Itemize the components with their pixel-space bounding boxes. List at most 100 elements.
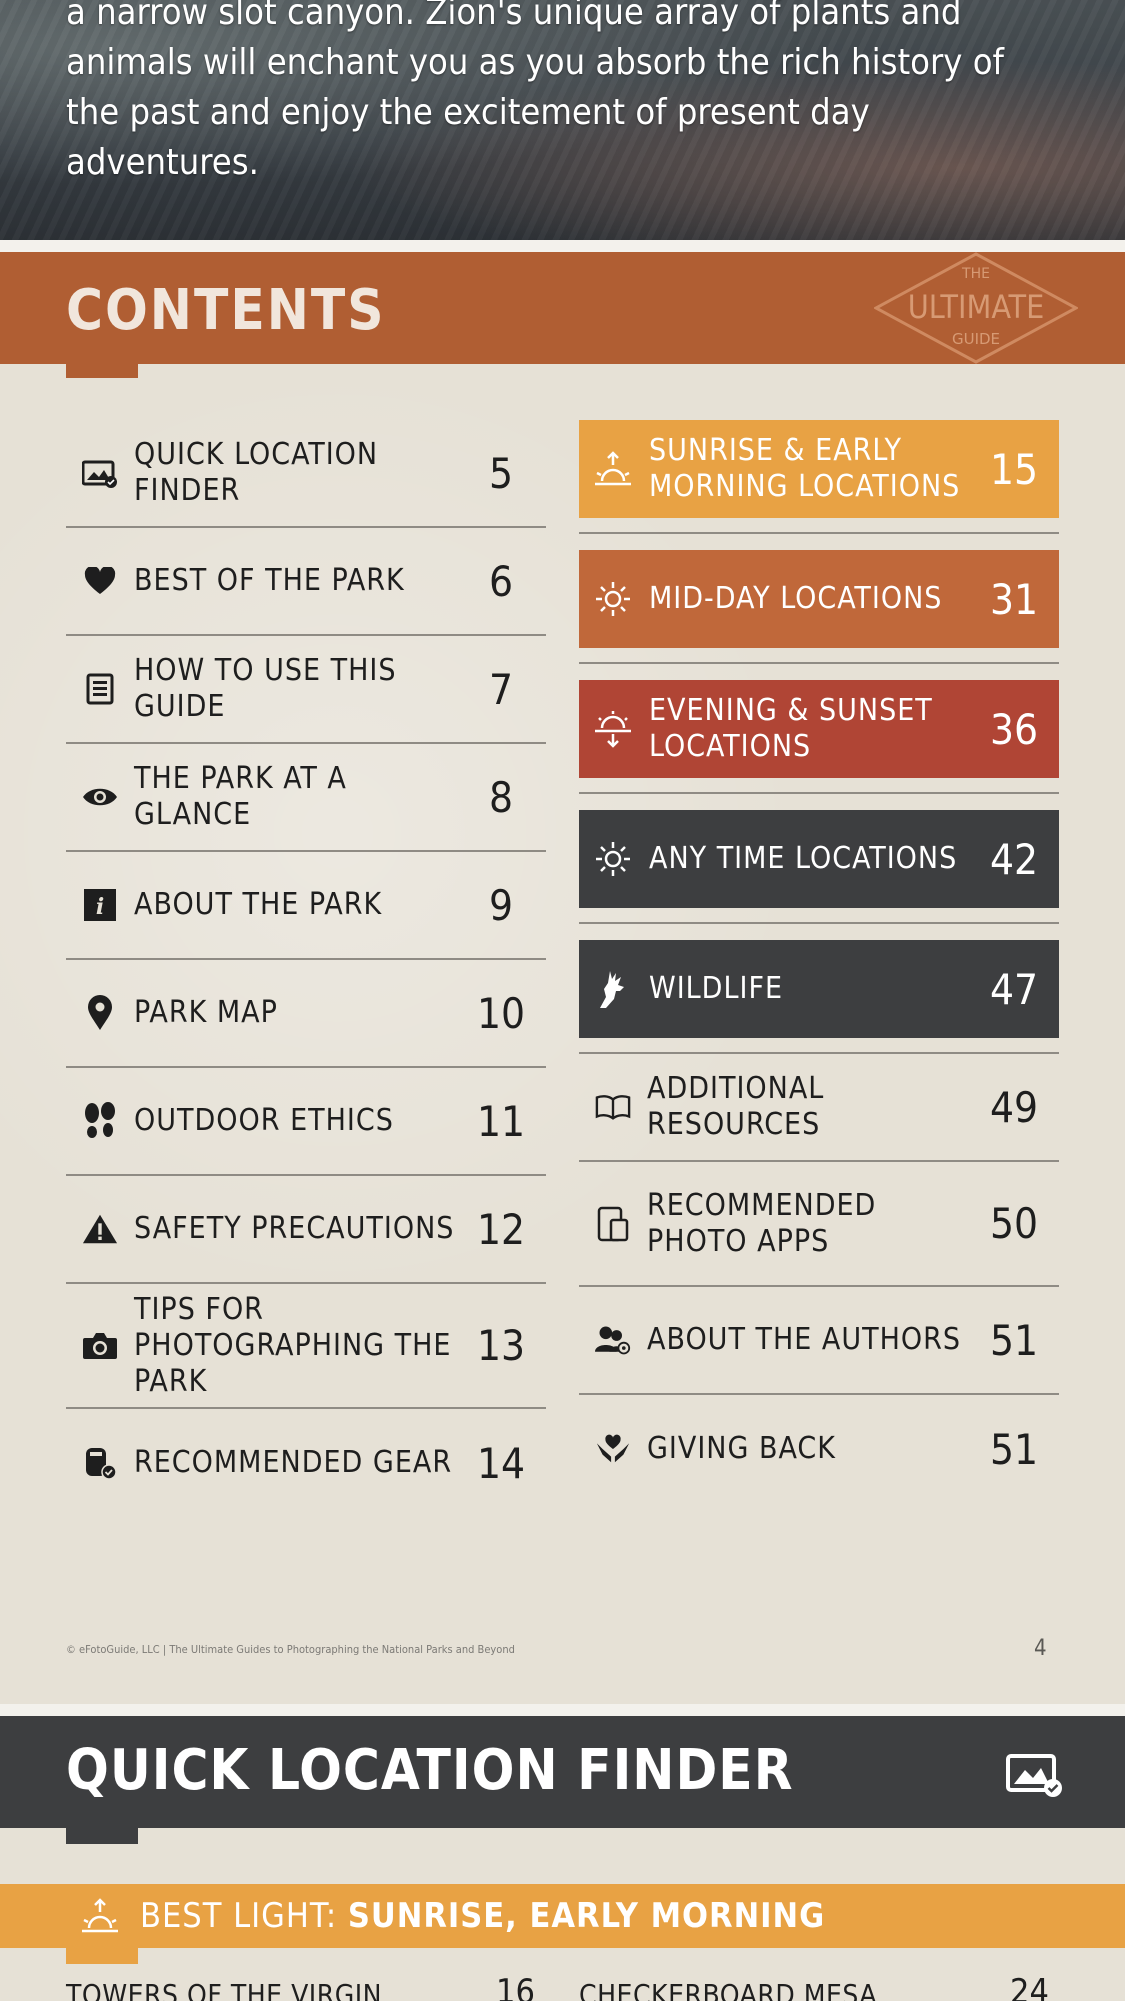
toc-page-number: 12 xyxy=(476,1204,526,1254)
sunset-icon xyxy=(593,709,633,749)
toc-item-park-map[interactable]: PARK MAP 10 xyxy=(66,960,546,1068)
toc-page-number: 13 xyxy=(476,1321,526,1370)
toc-item-about-the-park[interactable]: i ABOUT THE PARK 9 xyxy=(66,852,546,960)
toc-item-additional-resources[interactable]: ADDITIONAL RESOURCES 49 xyxy=(579,1054,1059,1162)
toc-item-safety-precautions[interactable]: SAFETY PRECAUTIONS 12 xyxy=(66,1176,546,1284)
toc-label: HOW TO USE THIS GUIDE xyxy=(134,653,397,724)
toc-label: ADDITIONAL RESOURCES xyxy=(647,1071,825,1142)
toc-item-evening-sunset-locations[interactable]: EVENING & SUNSET LOCATIONS 36 xyxy=(579,680,1059,794)
section-title: QUICK LOCATION FINDER xyxy=(66,1738,794,1803)
heart-icon xyxy=(82,563,118,599)
toc-label: GIVING BACK xyxy=(647,1431,836,1466)
toc-label: THE PARK AT A GLANCE xyxy=(134,761,347,832)
toc-page-number: 49 xyxy=(989,1082,1039,1132)
toc-item-quick-location-finder[interactable]: QUICK LOCATION FINDER 5 xyxy=(66,420,546,528)
toc-label: SUNRISE & EARLY MORNING LOCATIONS xyxy=(649,433,961,504)
deer-icon xyxy=(593,969,633,1009)
toc-page-number: 14 xyxy=(476,1438,526,1488)
document-icon xyxy=(82,671,118,707)
toc-page-number: 6 xyxy=(488,556,514,606)
page-title: CONTENTS xyxy=(66,278,386,343)
toc-item-any-time-locations[interactable]: ANY TIME LOCATIONS 42 xyxy=(579,810,1059,924)
toc-page-number: 51 xyxy=(989,1424,1039,1474)
hands-heart-icon xyxy=(595,1431,631,1467)
divider xyxy=(0,240,1125,252)
best-light-tab xyxy=(66,1948,138,1964)
toc-item-about-the-authors[interactable]: ABOUT THE AUTHORS 51 xyxy=(579,1287,1059,1395)
toc-page-number: 36 xyxy=(989,704,1039,754)
banner-tab xyxy=(66,364,138,378)
warning-icon xyxy=(82,1211,118,1247)
toc-label: MID-DAY LOCATIONS xyxy=(649,581,943,616)
toc-item-recommended-gear[interactable]: RECOMMENDED GEAR 14 xyxy=(66,1409,546,1517)
contents-page: CONTENTS THE ULTIMATE GUIDE QUICK LOCATI… xyxy=(0,252,1125,1704)
toc-item-best-of-the-park[interactable]: BEST OF THE PARK 6 xyxy=(66,528,546,636)
location-page-number: 24 xyxy=(1010,1972,1049,2001)
toc-label: TIPS FOR PHOTOGRAPHING THE PARK xyxy=(134,1291,452,1399)
svg-text:GUIDE: GUIDE xyxy=(952,330,1000,348)
toc-item-sunrise-locations[interactable]: SUNRISE & EARLY MORNING LOCATIONS 15 xyxy=(579,420,1059,534)
footprints-icon xyxy=(82,1102,118,1139)
toc-page-number: 11 xyxy=(476,1096,526,1146)
toc-page-number: 7 xyxy=(488,664,514,714)
toc-item-outdoor-ethics[interactable]: OUTDOOR ETHICS 11 xyxy=(66,1068,546,1176)
toc-item-giving-back[interactable]: GIVING BACK 51 xyxy=(579,1395,1059,1503)
toc-label: BEST OF THE PARK xyxy=(134,563,405,598)
toc-page-number: 8 xyxy=(488,772,514,822)
info-icon: i xyxy=(82,887,118,923)
location-name[interactable]: TOWERS OF THE VIRGIN xyxy=(66,1978,383,2001)
toc-page-number: 15 xyxy=(989,444,1039,494)
banner-tab xyxy=(66,1828,138,1844)
toc-item-wildlife[interactable]: WILDLIFE 47 xyxy=(579,940,1059,1054)
toc-label: SAFETY PRECAUTIONS xyxy=(134,1211,455,1246)
photo-check-icon xyxy=(1006,1754,1062,1797)
quick-location-finder-page: QUICK LOCATION FINDER BEST LIGHT: SUNRIS… xyxy=(0,1716,1125,2001)
photo-check-icon xyxy=(82,455,118,491)
svg-text:THE: THE xyxy=(961,266,990,282)
quick-finder-banner: QUICK LOCATION FINDER xyxy=(0,1716,1125,1828)
toc-label: ABOUT THE AUTHORS xyxy=(647,1322,962,1357)
hero-text: a narrow slot canyon. Zion's unique arra… xyxy=(66,0,1004,183)
toc-label: QUICK LOCATION FINDER xyxy=(134,437,379,508)
toc-label: PARK MAP xyxy=(134,995,278,1030)
toc-page-number: 31 xyxy=(989,574,1039,624)
sunrise-icon xyxy=(82,1898,118,1933)
open-book-icon xyxy=(595,1089,631,1125)
toc-page-number: 10 xyxy=(476,988,526,1038)
copyright-footer: © eFotoGuide, LLC | The Ultimate Guides … xyxy=(66,1643,515,1656)
svg-text:i: i xyxy=(96,894,104,920)
toc-page-number: 42 xyxy=(989,834,1039,884)
best-light-value: SUNRISE, EARLY MORNING xyxy=(347,1896,826,1936)
gear-check-icon xyxy=(82,1445,118,1481)
toc-item-recommended-photo-apps[interactable]: RECOMMENDED PHOTO APPS 50 xyxy=(579,1162,1059,1287)
hero-image: a narrow slot canyon. Zion's unique arra… xyxy=(0,0,1125,240)
toc-label: OUTDOOR ETHICS xyxy=(134,1103,394,1138)
location-page-number: 16 xyxy=(496,1972,535,2001)
toc-page-number: 9 xyxy=(488,880,514,930)
toc-page-number: 5 xyxy=(488,448,514,498)
toc-item-mid-day-locations[interactable]: MID-DAY LOCATIONS 31 xyxy=(579,550,1059,664)
toc-label: ANY TIME LOCATIONS xyxy=(649,841,958,876)
best-light-bar: BEST LIGHT: SUNRISE, EARLY MORNING xyxy=(0,1884,1125,1948)
toc-label: RECOMMENDED PHOTO APPS xyxy=(647,1187,877,1259)
toc-label: RECOMMENDED GEAR xyxy=(134,1445,453,1480)
svg-text:ULTIMATE: ULTIMATE xyxy=(908,288,1045,326)
sun-outline-icon xyxy=(593,839,633,879)
toc-item-how-to-use-this-guide[interactable]: HOW TO USE THIS GUIDE 7 xyxy=(66,636,546,744)
toc-left-column: QUICK LOCATION FINDER 5 BEST OF THE PARK… xyxy=(66,420,546,1517)
location-name[interactable]: CHECKERBOARD MESA xyxy=(579,1978,878,2001)
sun-icon xyxy=(593,579,633,619)
ultimate-guide-logo: THE ULTIMATE GUIDE xyxy=(874,252,1078,364)
map-pin-icon xyxy=(82,995,118,1031)
toc-page-number: 50 xyxy=(989,1199,1039,1248)
toc-item-tips-for-photographing[interactable]: TIPS FOR PHOTOGRAPHING THE PARK 13 xyxy=(66,1284,546,1409)
toc-label: ABOUT THE PARK xyxy=(134,887,383,922)
toc-page-number: 47 xyxy=(989,964,1039,1014)
eye-icon xyxy=(82,779,118,815)
sunrise-icon xyxy=(593,449,633,489)
toc-item-the-park-at-a-glance[interactable]: THE PARK AT A GLANCE 8 xyxy=(66,744,546,852)
toc-label: EVENING & SUNSET LOCATIONS xyxy=(649,693,933,764)
contents-banner: CONTENTS THE ULTIMATE GUIDE xyxy=(0,252,1125,364)
divider xyxy=(0,1704,1125,1716)
toc-right-column: SUNRISE & EARLY MORNING LOCATIONS 15 MID… xyxy=(579,420,1059,1503)
